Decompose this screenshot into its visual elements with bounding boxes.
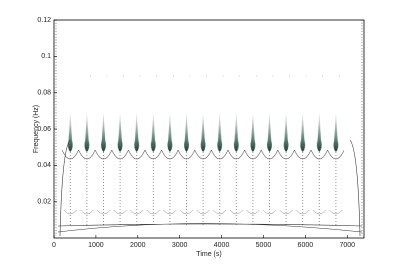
y-tick-label: 0.04 xyxy=(37,162,51,169)
x-tick-label: 7000 xyxy=(339,242,355,249)
y-axis-label: Frequency (Hz) xyxy=(33,105,40,153)
x-tick-label: 5000 xyxy=(256,242,272,249)
ridge-curves xyxy=(57,139,363,237)
y-tick-label: 0.1 xyxy=(41,53,51,60)
y-tick-label: 0.02 xyxy=(37,199,51,206)
y-tick-label: 0.12 xyxy=(37,17,51,24)
plot-area xyxy=(55,20,363,237)
x-tick-label: 6000 xyxy=(298,242,314,249)
x-axis-label: Time (s) xyxy=(196,251,221,258)
y-tick-label: 0.08 xyxy=(37,90,51,97)
y-tick-label: 0.06 xyxy=(37,126,51,133)
x-tick-label: 2000 xyxy=(130,242,146,249)
x-tick-label: 1000 xyxy=(88,242,104,249)
x-tick-label: 4000 xyxy=(214,242,230,249)
spectrogram-image xyxy=(62,100,344,230)
x-tick-label: 3000 xyxy=(172,242,188,249)
x-tick-label: 0 xyxy=(52,242,56,249)
